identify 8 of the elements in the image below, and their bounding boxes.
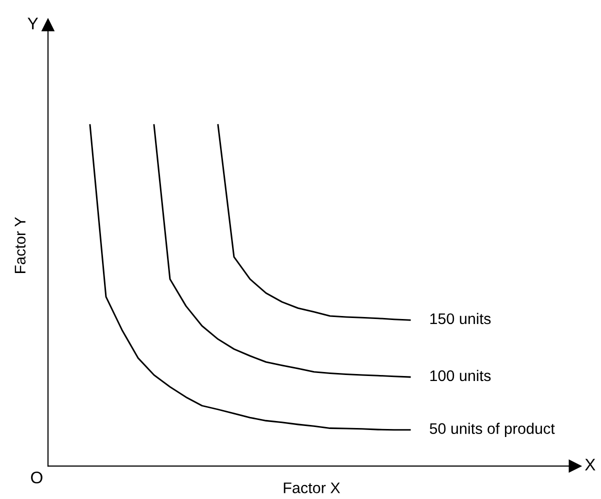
x-axis-title: Factor X bbox=[284, 482, 340, 494]
text: Y bbox=[28, 18, 38, 30]
text: O bbox=[31, 472, 42, 484]
series-label: 100 units bbox=[430, 370, 491, 382]
series-label: 150 units bbox=[430, 312, 491, 324]
series-label: 50 units of product bbox=[430, 422, 555, 438]
text: X bbox=[584, 458, 596, 470]
y-axis-title: Factor Y bbox=[14, 217, 26, 273]
